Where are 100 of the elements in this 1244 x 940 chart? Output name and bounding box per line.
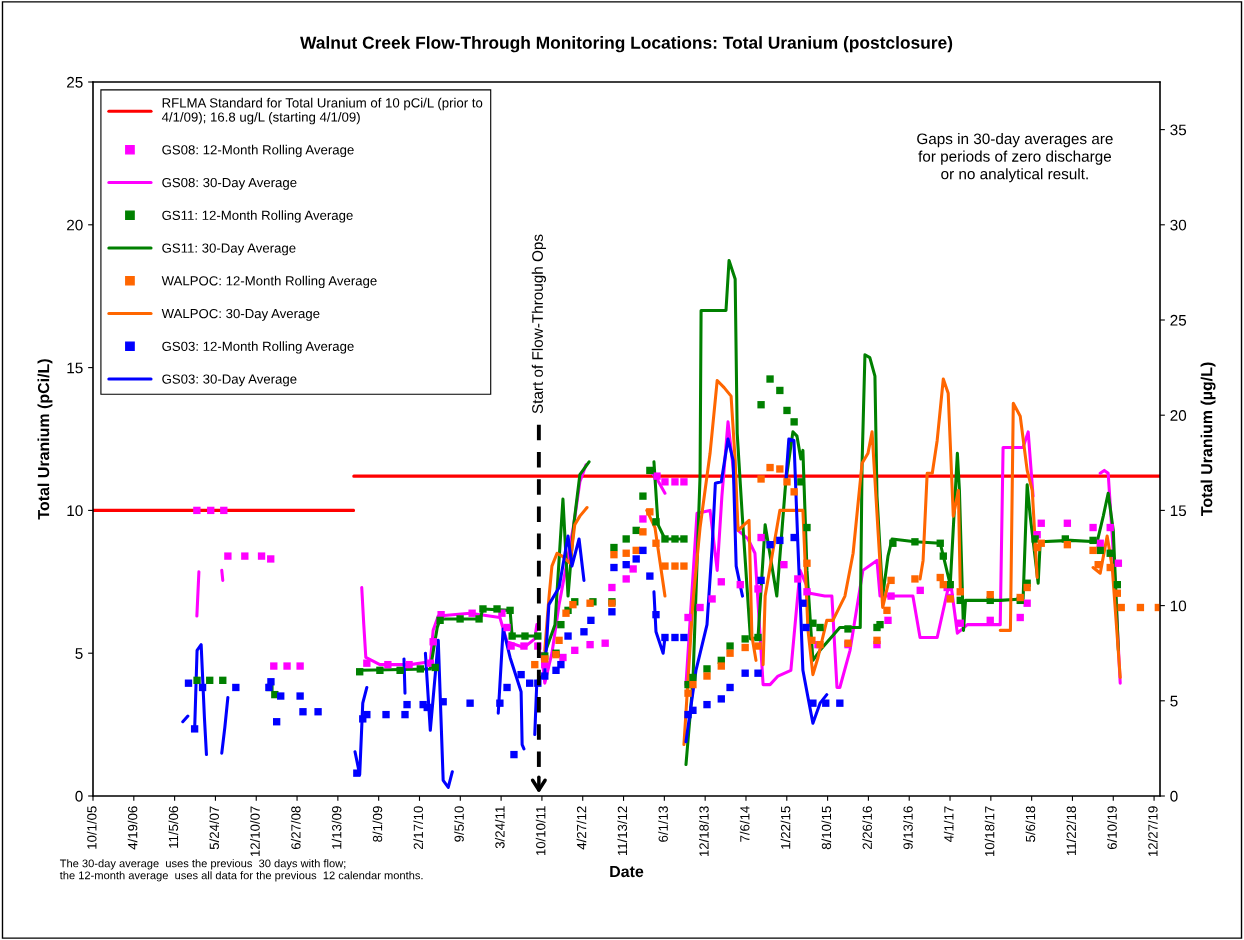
legend-label: GS03: 30-Day Average <box>162 374 297 387</box>
legend-label: RFLMA Standard for Total Uranium of 10 pCi/L (prior to 4/1/09); 16.8 ug/L (starting 4/1/09) <box>161 97 483 125</box>
point <box>622 560 630 569</box>
point <box>766 463 774 472</box>
point <box>639 528 647 536</box>
x-tick-label: 1/22/15 <box>780 806 791 849</box>
point <box>661 633 669 642</box>
point <box>610 563 618 572</box>
point <box>836 699 844 707</box>
point <box>809 699 817 707</box>
x-tick-label: 4/27/12 <box>576 806 587 850</box>
point <box>689 680 697 689</box>
point <box>703 672 711 680</box>
point <box>684 689 692 697</box>
point <box>503 683 511 692</box>
y-tick-label: 20 <box>67 219 83 231</box>
point <box>552 666 560 675</box>
point <box>555 636 563 645</box>
x-tick-label: 2/26/16 <box>862 806 872 850</box>
point <box>608 608 616 616</box>
point <box>803 559 811 567</box>
point <box>622 549 630 557</box>
point <box>1089 546 1097 555</box>
point <box>1136 603 1145 612</box>
y2-tick-label: 30 <box>1170 219 1187 231</box>
point <box>956 588 964 596</box>
legend-label: GS11: 12-Month Rolling Average <box>162 210 353 223</box>
point <box>754 642 762 650</box>
point <box>353 769 361 777</box>
point <box>783 478 791 486</box>
point <box>496 699 504 707</box>
point <box>717 695 725 703</box>
point <box>652 610 660 619</box>
y2-tick-label: 35 <box>1170 124 1187 136</box>
point <box>1117 603 1125 612</box>
x-tick-label: 6/27/08 <box>290 806 301 850</box>
x-tick-label: 9/5/10 <box>454 806 464 842</box>
point <box>363 710 371 719</box>
point <box>936 573 944 582</box>
point <box>887 576 895 585</box>
point <box>314 708 322 716</box>
point <box>564 632 572 640</box>
y2-tick-label: 10 <box>1170 600 1187 612</box>
point <box>277 692 285 700</box>
point <box>1094 560 1102 569</box>
x-tick-label: 10/1/05 <box>86 806 97 849</box>
point <box>790 533 798 542</box>
y-tick-label: 25 <box>67 76 83 88</box>
point <box>822 699 830 707</box>
point <box>403 700 411 709</box>
point <box>790 488 798 496</box>
point <box>382 710 390 719</box>
legend-label: GS08: 12-Month Rolling Average <box>162 144 354 158</box>
point <box>580 628 588 636</box>
point <box>541 672 549 680</box>
chart-title: Walnut Creek Flow-Through Monitoring Locations: Total Uranium (postclosure) <box>300 36 953 53</box>
point <box>939 580 947 589</box>
point <box>1106 563 1114 572</box>
x-tick-label: 7/6/14 <box>739 806 750 842</box>
point <box>267 678 275 686</box>
point <box>757 475 765 483</box>
point <box>802 623 810 632</box>
point <box>661 562 669 570</box>
point <box>703 700 711 709</box>
point <box>610 550 618 559</box>
point <box>671 562 679 570</box>
x-axis-title: Date <box>610 866 644 878</box>
point <box>510 750 518 759</box>
point <box>766 541 774 549</box>
point <box>190 725 199 733</box>
point <box>776 536 784 545</box>
point <box>671 633 679 642</box>
point <box>652 539 660 547</box>
point <box>466 699 474 707</box>
point <box>299 708 307 716</box>
y-tick-label: 10 <box>67 505 83 517</box>
x-tick-label: 11/5/06 <box>168 806 179 848</box>
point <box>1037 539 1045 547</box>
point <box>198 683 207 692</box>
point <box>680 633 688 642</box>
y-tick-label: 0 <box>75 790 83 802</box>
point <box>726 649 734 657</box>
point <box>423 703 431 712</box>
x-tick-label: 12/10/07 <box>250 806 260 857</box>
point <box>911 575 919 583</box>
point <box>873 636 881 645</box>
y-axis-title: Total Uranium (pCi/L) <box>37 359 53 520</box>
y-tick-label: 5 <box>75 648 83 659</box>
point <box>531 660 539 669</box>
point <box>646 572 654 580</box>
point <box>272 718 281 726</box>
x-tick-label: 6/10/19 <box>1107 806 1117 850</box>
point <box>184 679 193 687</box>
legend-label: GS08: 30-Day Average <box>162 177 297 190</box>
legend-label: GS11: 30-Day Average <box>162 243 296 256</box>
x-tick-label: 10/18/17 <box>984 806 995 857</box>
point <box>232 683 240 692</box>
point <box>526 679 534 687</box>
legend-label: WALPOC: 12-Month Rolling Average <box>161 275 377 289</box>
point <box>1023 583 1031 592</box>
